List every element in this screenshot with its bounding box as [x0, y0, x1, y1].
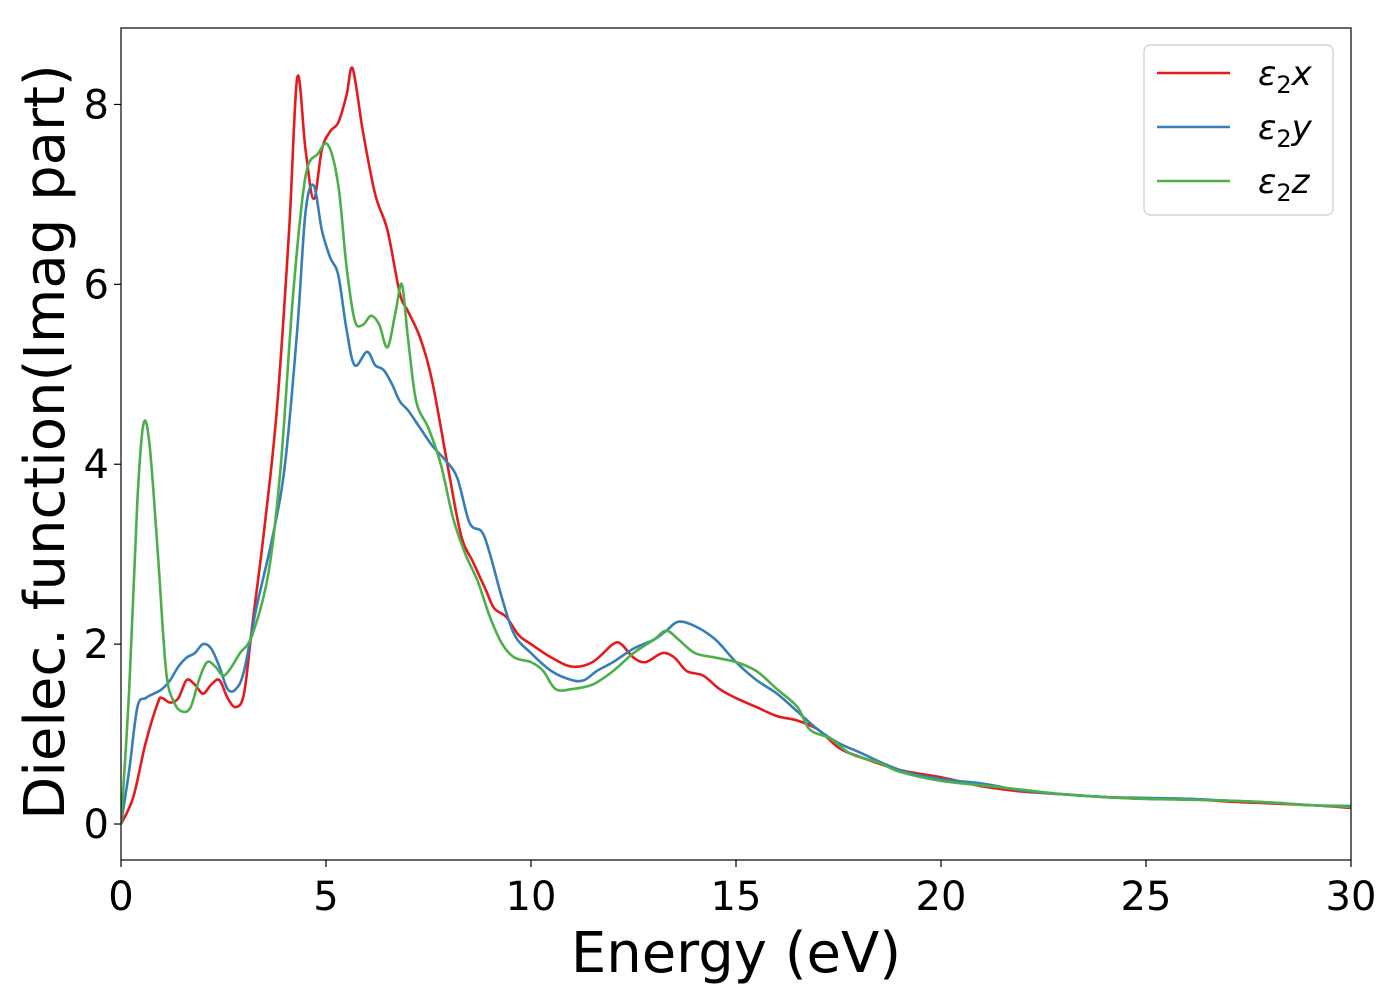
legend-entry-y: ε2y — [1258, 108, 1313, 153]
legend: ε2x ε2y ε2z — [1143, 44, 1334, 216]
series-line-y — [121, 183, 1351, 825]
x-tick-label: 15 — [711, 874, 762, 920]
series-line-z — [121, 142, 1351, 825]
legend-entry-z: ε2z — [1258, 162, 1311, 207]
x-tick-label: 25 — [1121, 874, 1172, 920]
x-axis: 0 5 10 15 20 25 30 — [108, 860, 1376, 920]
x-tick-label: 30 — [1326, 874, 1377, 920]
y-tick-label: 0 — [84, 802, 109, 848]
legend-box — [1143, 44, 1334, 216]
series-layer — [121, 66, 1351, 825]
y-axis-label: Dielec. function(Imag part) — [13, 64, 78, 820]
y-tick-label: 4 — [84, 442, 109, 488]
x-tick-label: 0 — [108, 874, 133, 920]
y-tick-label: 2 — [84, 622, 109, 668]
y-axis: 0 2 4 6 8 — [84, 82, 121, 848]
x-tick-label: 5 — [313, 874, 338, 920]
x-tick-label: 10 — [506, 874, 557, 920]
legend-entry-x: ε2x — [1258, 54, 1313, 99]
y-tick-label: 8 — [84, 82, 109, 128]
x-axis-label: Energy (eV) — [571, 921, 901, 986]
y-tick-label: 6 — [84, 262, 109, 308]
x-tick-label: 20 — [916, 874, 967, 920]
